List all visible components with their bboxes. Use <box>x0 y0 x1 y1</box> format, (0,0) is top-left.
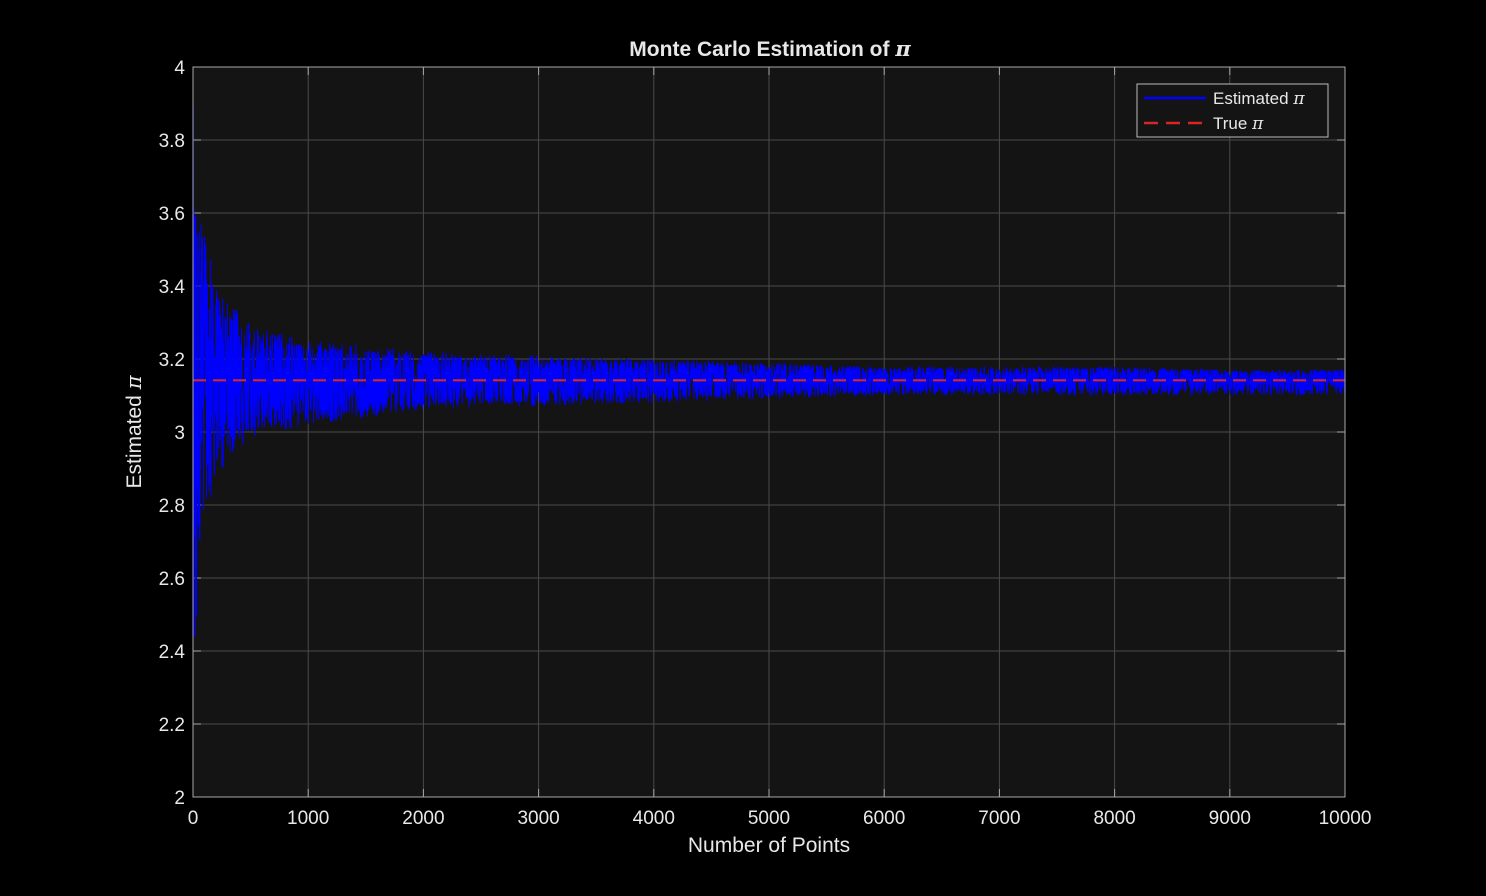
x-tick-label: 5000 <box>748 808 790 829</box>
axes-frame <box>192 66 1346 798</box>
x-tick-label: 2000 <box>402 808 444 829</box>
y-tick-label: 3.8 <box>159 131 185 152</box>
x-axis-label: Number of Points <box>688 834 850 857</box>
chart-title: Monte Carlo Estimation of π <box>629 36 911 61</box>
y-tick-label: 2.2 <box>159 715 185 736</box>
x-tick-label: 10000 <box>1319 808 1372 829</box>
legend-label-true: True π <box>1213 114 1264 134</box>
x-tick-label: 7000 <box>978 808 1020 829</box>
x-tick-label: 1000 <box>287 808 329 829</box>
y-tick-label: 2.6 <box>159 569 185 590</box>
legend: Estimated π True π <box>1136 83 1329 138</box>
y-tick-labels: 2 2.2 2.4 2.6 2.8 3 3.2 3.4 3.6 3.8 4 <box>159 58 186 809</box>
series-estimated-pi-line <box>192 107 1346 638</box>
x-tick-label: 4000 <box>633 808 675 829</box>
plot-area <box>192 107 1346 638</box>
x-tick-label: 0 <box>188 808 199 829</box>
y-tick-label: 2 <box>174 788 185 809</box>
y-tick-label: 3 <box>174 423 185 444</box>
y-tick-label: 3.6 <box>159 204 185 225</box>
y-tick-label: 3.2 <box>159 350 185 371</box>
x-tick-label: 6000 <box>863 808 905 829</box>
y-axis-label: Estimated π <box>122 374 146 488</box>
x-tick-label: 3000 <box>517 808 559 829</box>
legend-label-estimated: Estimated π <box>1213 89 1305 109</box>
x-tick-label: 9000 <box>1209 808 1251 829</box>
y-tick-label: 3.4 <box>159 277 186 298</box>
x-tick-labels: 0 1000 2000 3000 4000 5000 6000 7000 8000 9000 100… <box>188 808 1372 829</box>
x-tick-label: 8000 <box>1093 808 1135 829</box>
legend-box <box>1136 83 1329 138</box>
y-tick-label: 2.8 <box>159 496 185 517</box>
y-tick-label: 2.4 <box>159 642 186 663</box>
y-tick-label: 4 <box>174 58 185 79</box>
